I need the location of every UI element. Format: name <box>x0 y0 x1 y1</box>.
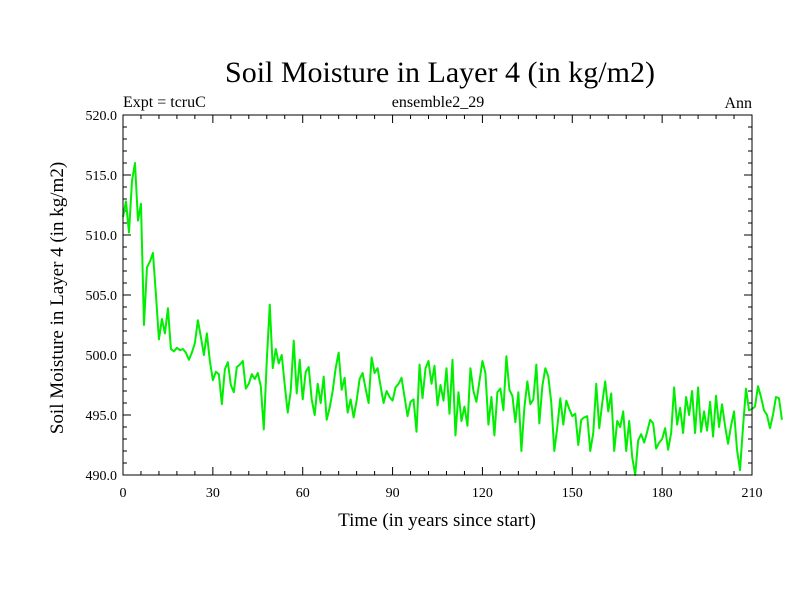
x-tick-labels: 0 30 60 90 120 150 180 210 <box>120 486 763 501</box>
series-line-soil-moisture <box>122 162 783 476</box>
y-tick-label: 500.0 <box>86 349 118 364</box>
subtitle-ensemble: ensemble2_29 <box>392 94 484 111</box>
x-tick-label: 90 <box>386 486 400 501</box>
x-tick-label: 60 <box>296 486 310 501</box>
plot-frame <box>122 114 753 476</box>
y-axis-label: Soil Moisture in Layer 4 (in kg/m2) <box>47 162 68 434</box>
x-tick-label: 150 <box>562 486 583 501</box>
x-axis-label: Time (in years since start) <box>338 510 536 531</box>
y-tick-label: 510.0 <box>86 229 118 244</box>
x-tick-label: 180 <box>652 486 673 501</box>
y-tick-labels: 490.0 495.0 500.0 505.0 510.0 515.0 520.0 <box>86 109 118 484</box>
x-tick-label: 0 <box>120 486 127 501</box>
y-tick-label: 515.0 <box>86 169 118 184</box>
x-tick-label: 30 <box>206 486 220 501</box>
x-tick-label: 210 <box>742 486 763 501</box>
x-tick-label: 120 <box>472 486 493 501</box>
y-tick-label: 505.0 <box>86 289 118 304</box>
chart-title: Soil Moisture in Layer 4 (in kg/m2) <box>225 56 655 89</box>
y-tick-label: 520.0 <box>86 109 118 124</box>
axis-ticks <box>122 114 753 476</box>
subtitle-period: Ann <box>724 95 752 112</box>
y-tick-label: 495.0 <box>86 409 118 424</box>
subtitle-experiment: Expt = tcruC <box>123 94 206 111</box>
y-tick-label: 490.0 <box>86 469 118 484</box>
